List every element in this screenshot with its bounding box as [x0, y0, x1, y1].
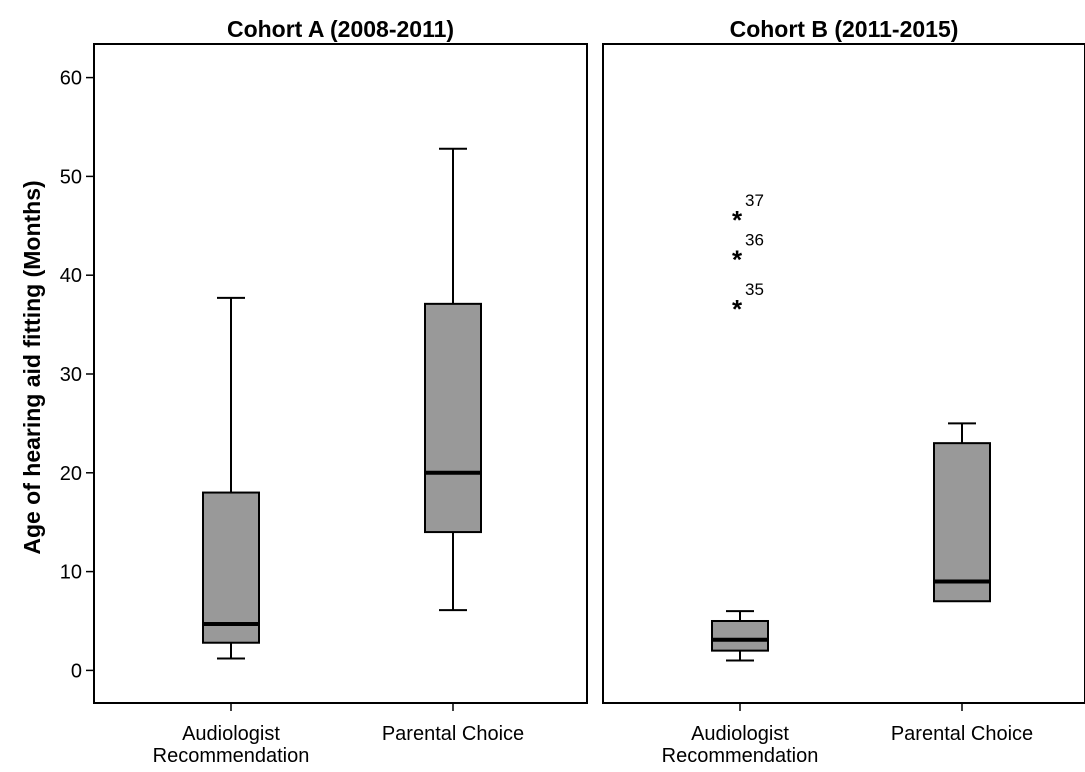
box	[933, 442, 991, 603]
outlier-label: 37	[745, 191, 764, 210]
panel-frame	[93, 43, 588, 704]
box	[711, 619, 769, 652]
outlier-marker: *	[732, 205, 743, 235]
y-tick-label: 20	[60, 463, 82, 485]
outlier-label: 35	[745, 280, 764, 299]
panel-title: Cohort A (2008-2011)	[227, 16, 454, 42]
y-tick-label: 0	[71, 660, 82, 682]
y-tick-label: 10	[60, 562, 82, 584]
outlier-label: 36	[745, 230, 764, 249]
x-category-label: Recommendation	[153, 745, 310, 767]
y-tick-label: 30	[60, 364, 82, 386]
box	[424, 302, 482, 534]
outlier-marker: *	[732, 244, 743, 274]
box	[202, 491, 260, 644]
x-category-label: Audiologist	[691, 723, 789, 745]
x-category-label: Parental Choice	[891, 723, 1033, 745]
panel-title: Cohort B (2011-2015)	[730, 16, 959, 42]
panel-frame	[602, 43, 1085, 704]
y-tick-label: 40	[60, 265, 82, 287]
x-category-label: Recommendation	[662, 745, 819, 767]
x-category-label: Parental Choice	[382, 723, 524, 745]
y-tick-label: 50	[60, 166, 82, 188]
y-axis-label: Age of hearing aid fitting (Months)	[19, 180, 45, 554]
x-category-label: Audiologist	[182, 723, 280, 745]
y-tick-label: 60	[60, 68, 82, 90]
outlier-marker: *	[732, 294, 743, 324]
